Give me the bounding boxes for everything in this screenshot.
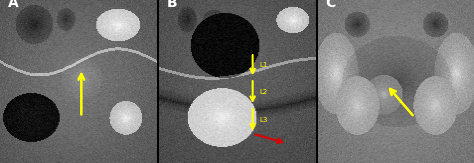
Text: A: A: [8, 0, 18, 10]
Text: L1: L1: [259, 62, 267, 68]
Text: L2: L2: [259, 89, 267, 95]
Text: L3: L3: [259, 117, 267, 123]
Text: C: C: [326, 0, 336, 10]
Text: B: B: [167, 0, 177, 10]
